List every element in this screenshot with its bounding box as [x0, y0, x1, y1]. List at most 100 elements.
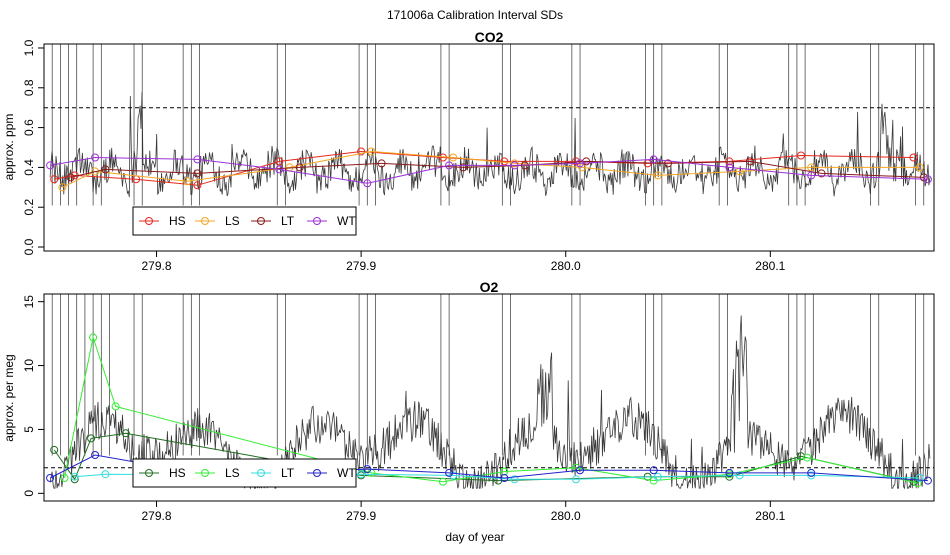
co2-series-ls-point	[449, 153, 458, 162]
co2-series-hs-point	[50, 175, 59, 184]
co2-xtick-label: 280.1	[755, 259, 785, 273]
o2-title: O2	[480, 279, 499, 295]
co2-series-lt-point	[817, 169, 826, 178]
co2-raw-trace	[49, 92, 931, 198]
figure-suptitle: 171006a Calibration Interval SDs	[387, 8, 563, 22]
co2-series-ls-point	[58, 183, 67, 192]
co2-xtick-label: 279.9	[346, 259, 376, 273]
legend-wt-label: WT	[337, 214, 356, 228]
legend-hs-label: HS	[169, 466, 186, 480]
o2-series-hs-point	[121, 429, 130, 438]
co2-series-ls-point	[653, 171, 662, 180]
co2-series-wt-point	[649, 155, 658, 164]
co2-series-wt-point	[445, 161, 454, 170]
o2-plot-frame	[43, 293, 935, 502]
o2-ytick-label: 10	[22, 359, 36, 373]
co2-series-lt-point	[664, 159, 672, 168]
co2-series-ls-point	[510, 159, 519, 168]
o2-series-ls-point	[89, 333, 98, 342]
legend-hs-label: HS	[169, 214, 186, 228]
o2-xtick-label: 280.1	[755, 509, 785, 523]
o2-raw-trace	[49, 315, 931, 490]
co2-xtick-label: 280.0	[551, 259, 581, 273]
o2-xtick-label: 279.9	[346, 509, 376, 523]
o2-series-ls-line	[64, 335, 918, 484]
co2-series-lt-point	[745, 157, 754, 166]
figure-xlabel: day of year	[445, 530, 504, 544]
o2-series-lt-point	[653, 472, 662, 481]
o2-series-wt-point	[649, 466, 658, 475]
co2-series-ls-point	[578, 163, 587, 172]
legend-ls-swatch-marker	[201, 469, 209, 477]
co2-series-hs-point	[193, 181, 202, 190]
o2-series-lt-point	[915, 474, 924, 482]
legend-ls-label: LS	[225, 466, 240, 480]
o2-series-wt-point	[923, 476, 932, 485]
o2-series-lt-point	[101, 470, 110, 479]
co2-ytick-label: 0.0	[22, 238, 36, 255]
o2-series-wt-point	[576, 466, 584, 475]
co2-series-wt-point	[510, 161, 519, 170]
legend-hs-swatch-marker	[145, 469, 153, 477]
co2-series-hs-point	[909, 153, 918, 162]
co2-ylabel: approx. ppm	[2, 114, 16, 181]
co2-series-hs-point	[357, 147, 366, 156]
co2-series-wt-point	[807, 171, 816, 180]
legend-ls-label: LS	[225, 214, 240, 228]
o2-series-lt-point	[70, 472, 79, 481]
o2-panel: O2 approx. per meg 279.8 279.9 280.0 280.1 0…	[2, 279, 935, 523]
co2-series-hs-line	[54, 150, 914, 186]
legend-lt-label: LT	[281, 466, 295, 480]
co2-plot-frame	[43, 43, 935, 252]
co2-series-wt-point	[923, 175, 932, 184]
o2-ytick-label: 5	[22, 426, 36, 433]
co2-series-ls-point	[367, 147, 376, 156]
o2-series-wt-point	[807, 468, 816, 477]
co2-series-lt-point	[66, 173, 75, 182]
co2-series-wt-point	[193, 155, 202, 164]
co2-series-wt-point	[363, 179, 372, 188]
o2-series-lt-point	[572, 475, 580, 484]
o2-series-wt-point	[500, 474, 509, 482]
co2-series-wt-point	[46, 161, 55, 170]
legend-lt-swatch-marker	[257, 217, 265, 225]
legend-lt-swatch-marker	[257, 469, 265, 477]
o2-series-hs-point	[797, 452, 805, 461]
co2-series-lt-point	[377, 159, 386, 168]
co2-series-wt-point	[725, 163, 734, 172]
o2-series-ls-point	[803, 453, 812, 462]
co2-ytick-label: 1.0	[22, 39, 36, 56]
legend-wt-swatch-marker	[313, 469, 321, 477]
legend-lt-label: LT	[281, 214, 295, 228]
o2-series-wt-point	[46, 474, 55, 482]
co2-series-wt-point	[275, 165, 284, 174]
co2-ytick-label: 0.2	[22, 199, 36, 216]
co2-series-hs-point	[275, 157, 284, 166]
co2-series-lt-point	[459, 163, 468, 172]
co2-series-hs-point	[797, 151, 805, 160]
co2-xtick-label: 279.8	[142, 259, 172, 273]
o2-series-wt-point	[91, 451, 100, 459]
o2-series-wt-point	[725, 468, 734, 477]
legend-ls-swatch-marker	[201, 217, 209, 225]
o2-series-hs-point	[70, 475, 79, 484]
o2-series-lt-point	[449, 471, 458, 480]
co2-ytick-label: 0.8	[22, 79, 36, 96]
co2-series-wt-point	[576, 159, 584, 168]
o2-series-lt-point	[807, 471, 816, 480]
o2-series-ls-point	[60, 474, 69, 482]
co2-series-lt-point	[919, 173, 928, 182]
co2-ytick-label: 0.6	[22, 119, 36, 136]
o2-series-ls-point	[111, 402, 120, 411]
co2-series-wt-point	[91, 153, 100, 162]
o2-series-lt-point	[510, 475, 519, 484]
co2-series-lt-point	[193, 169, 202, 178]
o2-ytick-label: 15	[22, 295, 36, 309]
legend-hs-swatch-marker	[145, 217, 153, 225]
o2-xtick-label: 280.0	[551, 509, 581, 523]
o2-series-hs-point	[50, 445, 59, 454]
o2-xtick-label: 279.8	[142, 509, 172, 523]
o2-ytick-label: 0	[22, 490, 36, 497]
co2-series-ls-line	[62, 150, 920, 188]
